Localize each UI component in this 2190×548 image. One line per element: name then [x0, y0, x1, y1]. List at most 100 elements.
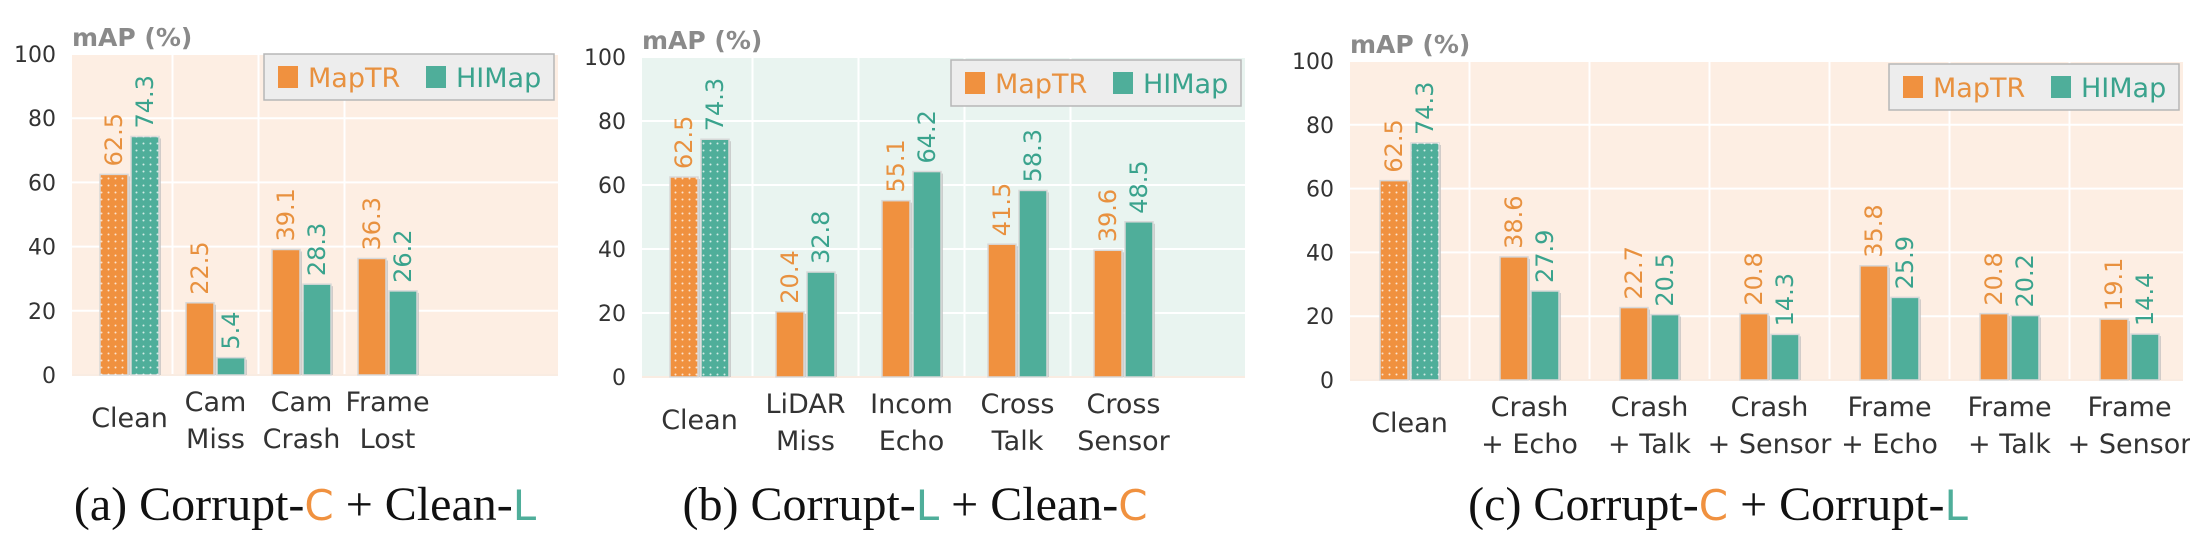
bar-maptr-3	[271, 248, 301, 376]
data-label: 20.4	[776, 250, 804, 303]
y-tick-label: 0	[612, 366, 626, 391]
legend-label-maptr: MapTR	[1933, 73, 2025, 104]
bar-himap-2	[806, 271, 836, 378]
caption-letter-1: C	[304, 481, 333, 530]
category-label: Frame	[1967, 392, 2051, 423]
y-axis-label: mAP (%)	[1350, 30, 1470, 59]
bar-himap-4	[1018, 189, 1048, 378]
category-label: Frame	[345, 387, 429, 418]
category-label: Clean	[1371, 408, 1448, 439]
bar-maptr-5	[1093, 249, 1123, 378]
category-label: Miss	[776, 426, 835, 457]
y-tick-label: 60	[598, 174, 626, 199]
y-tick-label: 80	[28, 107, 56, 132]
bar-himap-2	[216, 356, 246, 376]
legend: MapTR HIMap	[263, 53, 555, 101]
category-label: + Sensor	[1708, 429, 1833, 460]
y-tick-label: 40	[1306, 241, 1334, 266]
legend-box	[950, 59, 1242, 107]
data-label: 62.5	[100, 113, 128, 166]
data-label: 14.4	[2131, 273, 2159, 326]
legend-swatch-maptr	[965, 72, 985, 94]
bar-dot-pattern	[1411, 142, 1439, 380]
category-label: + Echo	[1481, 429, 1578, 460]
y-tick-label: 40	[598, 238, 626, 263]
y-tick-label: 60	[1306, 178, 1334, 203]
data-label: 22.7	[1620, 246, 1648, 299]
legend: MapTR HIMap	[950, 59, 1242, 107]
category-label: + Echo	[1841, 429, 1938, 460]
caption-prefix: (b) Corrupt-	[682, 478, 915, 531]
data-label: 36.3	[358, 197, 386, 250]
bar-dot-pattern	[131, 136, 159, 375]
category-label: Frame	[2087, 392, 2171, 423]
category-label: Crash	[263, 424, 341, 455]
caption-letter-1: C	[1699, 481, 1728, 530]
caption-letter-2: L	[1944, 481, 1968, 530]
data-label: 19.1	[2100, 258, 2128, 311]
y-tick-label: 100	[1292, 50, 1334, 75]
bar-maptr-2	[775, 310, 805, 378]
bar-maptr-7	[2099, 318, 2129, 381]
bar-dot-pattern	[670, 177, 698, 377]
y-tick-label: 0	[42, 364, 56, 389]
y-tick-label: 20	[598, 302, 626, 327]
data-label: 74.3	[1411, 82, 1439, 135]
data-label: 20.5	[1651, 253, 1679, 306]
legend-box	[263, 53, 555, 101]
legend-label-maptr: MapTR	[995, 69, 1087, 100]
legend: MapTR HIMap	[1888, 63, 2180, 111]
data-label: 20.8	[1740, 252, 1768, 305]
caption-letter-2: C	[1118, 481, 1147, 530]
data-label: 48.5	[1125, 160, 1153, 213]
data-label: 20.2	[2011, 254, 2039, 307]
data-label: 62.5	[670, 116, 698, 169]
data-label: 62.5	[1380, 119, 1408, 172]
bar-maptr-2	[185, 302, 215, 376]
data-label: 74.3	[131, 75, 159, 128]
data-label: 64.2	[913, 110, 941, 163]
y-tick-label: 20	[28, 300, 56, 325]
data-label: 41.5	[988, 183, 1016, 236]
legend-label-himap: HIMap	[456, 63, 541, 94]
bar-maptr-4	[1739, 312, 1769, 381]
y-tick-label: 40	[28, 236, 56, 261]
category-label: Cam	[185, 387, 247, 418]
category-label: Sensor	[1077, 426, 1170, 457]
data-label: 27.9	[1531, 230, 1559, 283]
bar-himap-3	[302, 283, 332, 376]
legend-label-himap: HIMap	[1143, 69, 1228, 100]
y-axis-label: mAP (%)	[72, 23, 192, 52]
y-tick-label: 100	[14, 43, 56, 68]
bar-himap-4	[1770, 333, 1800, 381]
data-label: 5.4	[217, 311, 245, 349]
bar-dot-pattern	[1380, 180, 1408, 380]
bar-himap-7	[2130, 333, 2160, 381]
legend-swatch-maptr	[1903, 76, 1923, 98]
category-label: Frame	[1847, 392, 1931, 423]
legend-label-maptr: MapTR	[308, 63, 400, 94]
legend-box	[1888, 63, 2180, 111]
bar-maptr-3	[1619, 306, 1649, 381]
category-label: Crash	[1611, 392, 1689, 423]
caption: (c) Corrupt-C + Corrupt-L	[1468, 478, 1968, 531]
bar-maptr-5	[1859, 265, 1889, 381]
legend-swatch-himap	[2051, 76, 2071, 98]
data-label: 32.8	[807, 211, 835, 264]
category-label: Cross	[980, 389, 1054, 420]
bar-maptr-3	[881, 199, 911, 378]
category-label: + Talk	[1968, 429, 2051, 460]
category-label: Crash	[1491, 392, 1569, 423]
bar-himap-2	[1530, 290, 1560, 381]
y-tick-label: 60	[28, 171, 56, 196]
category-label: Lost	[360, 424, 416, 455]
chart-panel-2: 0 20 40 60 80 100 mAP (%) 62.5 20.4 55.1 41.5 39.6 7…	[584, 26, 1245, 531]
caption-mid: + Clean-	[334, 478, 513, 531]
data-label: 14.3	[1771, 273, 1799, 326]
y-tick-label: 80	[1306, 114, 1334, 139]
bar-maptr-4	[987, 243, 1017, 378]
category-label: Clean	[91, 403, 168, 434]
data-label: 35.8	[1860, 204, 1888, 257]
caption-mid: + Corrupt-	[1728, 478, 1944, 531]
